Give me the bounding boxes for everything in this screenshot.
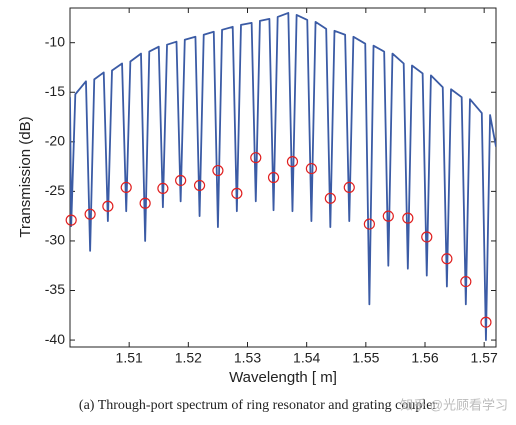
caption: (a) Through-port spectrum of ring resona…	[79, 398, 438, 413]
x-tick-label: 1.57	[471, 350, 498, 366]
data-point	[267, 171, 280, 184]
data-point	[441, 253, 453, 265]
data-point	[480, 316, 492, 328]
y-tick-label: -15	[45, 83, 65, 99]
data-point	[175, 174, 187, 187]
data-point	[460, 275, 472, 288]
data-point	[193, 179, 206, 192]
data-point	[84, 208, 96, 220]
data-point	[231, 187, 243, 199]
data-point	[102, 200, 114, 212]
x-tick-label: 1.51	[116, 350, 143, 366]
y-tick-label: -35	[45, 281, 65, 297]
data-point	[286, 156, 299, 168]
data-point	[120, 181, 132, 194]
x-tick-label: 1.54	[293, 350, 320, 366]
y-tick-label: -25	[45, 182, 65, 198]
y-tick-label: -30	[45, 232, 65, 248]
data-point	[212, 164, 224, 177]
x-tick-label: 1.56	[411, 350, 438, 366]
data-point	[139, 197, 151, 209]
data-point	[421, 231, 433, 243]
spectrum-line	[70, 12, 496, 341]
x-axis-label: Wavelength [ m]	[229, 369, 337, 386]
y-axis-label: Transmission (dB)	[17, 116, 34, 237]
data-point	[382, 210, 394, 222]
data-point	[250, 152, 262, 164]
x-tick-label: 1.55	[352, 350, 379, 366]
data-point	[305, 162, 317, 175]
data-point	[324, 192, 336, 204]
data-point	[363, 218, 375, 230]
data-point	[343, 181, 355, 194]
data-point	[157, 182, 169, 195]
watermark: 知乎 @光顾看学习	[400, 397, 508, 412]
data-point	[402, 212, 414, 224]
x-tick-label: 1.52	[175, 350, 202, 366]
y-tick-label: -20	[45, 133, 65, 149]
y-tick-label: -40	[45, 331, 65, 347]
y-tick-label: -10	[45, 33, 65, 49]
data-point	[65, 214, 77, 226]
x-tick-label: 1.53	[234, 350, 261, 366]
